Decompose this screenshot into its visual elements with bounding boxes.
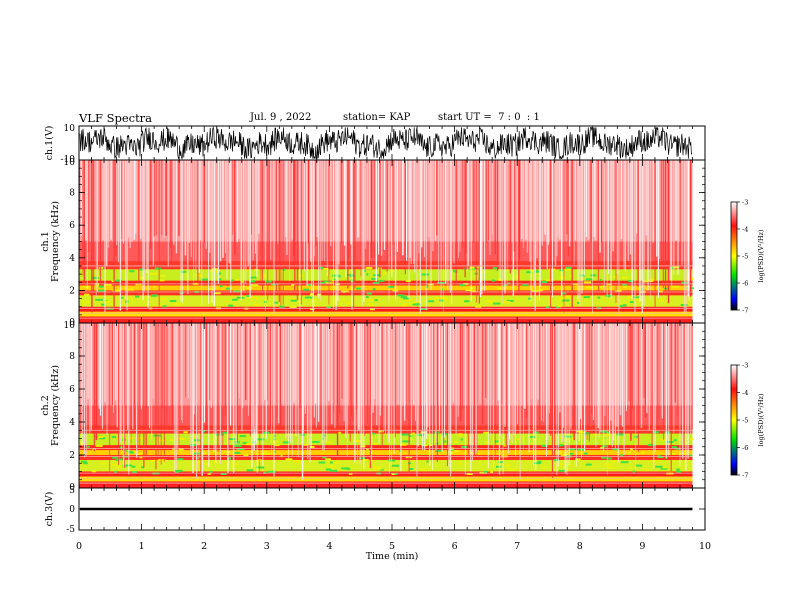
xtick-label: 2: [201, 541, 207, 552]
ch1-colorbar-tick: -4: [742, 226, 748, 234]
ch3-waveform-ytick-label: 0: [69, 505, 75, 515]
xtick-label: 3: [264, 541, 270, 552]
x-axis-label: Time (min): [366, 551, 419, 562]
ch2-spectrogram-ylabel: Frequency (kHz): [50, 365, 61, 446]
ch1-spectrogram-ytick-label: 0: [69, 318, 75, 328]
ch1-colorbar-tick: -7: [742, 307, 748, 315]
ch2-spectrogram-ytick-label: 6: [69, 385, 75, 395]
ch2-spectrogram-ytick-label: 10: [64, 321, 76, 331]
ch1-spectrogram-ytick-label: 6: [69, 221, 75, 231]
station-label: station= KAP: [343, 112, 411, 123]
xtick-label: 8: [577, 541, 583, 552]
ch2-spectrogram-ytick-label: 2: [69, 451, 75, 461]
xtick-label: 10: [699, 541, 711, 552]
ch1-colorbar-tick: -5: [742, 253, 748, 261]
waveform-traces: [79, 126, 693, 511]
ch1-colorbar-label: log(PSD)(V²/Hz): [757, 229, 765, 282]
ch1-colorbar-tick: -3: [742, 199, 748, 207]
ch1-spectrogram-channel-label: ch.1: [40, 231, 51, 252]
ch1-spectrogram-ytick-label: 2: [69, 286, 75, 296]
ch1-waveform-ylabel: ch.1(V): [44, 126, 55, 161]
figure-title: VLF Spectra: [79, 111, 153, 125]
ch1-colorbar-tick: -6: [742, 280, 748, 288]
ch2-colorbar-label: log(PSD)(V²/Hz): [757, 393, 765, 446]
xtick-label: 4: [326, 541, 332, 552]
xtick-label: 9: [639, 541, 645, 552]
ch2-colorbar-tick: -7: [742, 472, 748, 480]
ch2-colorbar: [730, 364, 738, 476]
ch1-trace: [79, 126, 693, 160]
ch3-waveform-ylabel: ch.3(V): [44, 492, 55, 527]
ch2-colorbar-tick: -6: [742, 444, 748, 452]
ch1-colorbar: [730, 201, 738, 311]
ch2-colorbar-tick: -4: [742, 389, 748, 397]
ch2-spectrogram-channel-label: ch.2: [40, 395, 51, 416]
xtick-label: 6: [452, 541, 458, 552]
ch2-spectrogram-ytick-label: 8: [69, 352, 75, 362]
xtick-label: 7: [514, 541, 520, 552]
ch3-trace: [80, 507, 693, 511]
axes: [78, 125, 740, 531]
ch1-spectrogram-image: [79, 160, 694, 323]
ch2-spectrogram-ytick-label: 0: [69, 483, 75, 493]
ch2-spectrogram-image: [79, 323, 694, 488]
date-label: Jul. 9 , 2022: [250, 112, 312, 123]
ch3-waveform-ytick-label: -5: [66, 525, 75, 535]
start-time-label: start UT = 7 : 0 : 1: [438, 112, 540, 123]
ch2-colorbar-tick: -5: [742, 417, 748, 425]
ch2-spectrogram-ytick-label: 4: [69, 418, 75, 428]
ch3-waveform-ytick-label: 5: [69, 486, 75, 496]
ch1-spectrogram-ytick-label: 8: [69, 189, 75, 199]
ch1-spectrogram-ytick-label: 4: [69, 254, 75, 264]
xtick-label: 0: [76, 541, 82, 552]
xtick-label: 5: [389, 541, 395, 552]
ch1-spectrogram-ylabel: Frequency (kHz): [50, 201, 61, 282]
ch1-spectrogram-ytick-label: 10: [64, 158, 76, 168]
ch2-colorbar-tick: -3: [742, 362, 748, 370]
ch1-waveform-ytick-label: 10: [64, 124, 76, 134]
xtick-label: 1: [139, 541, 145, 552]
ch1-waveform-ytick-label: -10: [61, 155, 76, 165]
